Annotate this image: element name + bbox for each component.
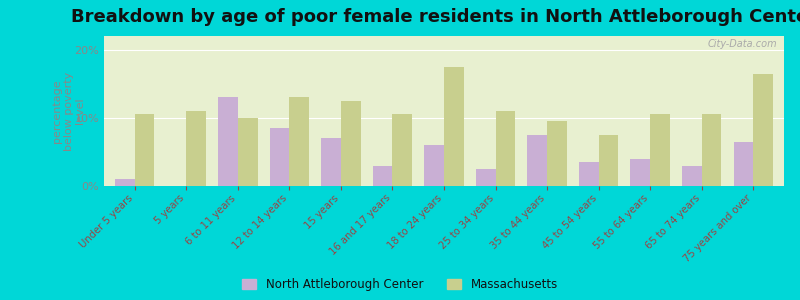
Bar [425,145,444,186]
Bar [238,118,258,186]
Bar [322,138,341,186]
Bar [753,74,773,186]
Bar [547,121,566,186]
Bar [115,179,135,186]
Bar [444,67,463,186]
Bar [218,98,238,186]
Title: Breakdown by age of poor female residents in North Attleborough Center: Breakdown by age of poor female resident… [71,8,800,26]
Bar [495,111,515,186]
Legend: North Attleborough Center, Massachusetts: North Attleborough Center, Massachusetts [242,278,558,291]
Bar [476,169,495,186]
Bar [650,114,670,186]
Bar [579,162,598,186]
Bar [135,114,154,186]
Bar [527,135,547,186]
Bar [270,128,290,186]
Bar [630,159,650,186]
Bar [702,114,721,186]
Bar [598,135,618,186]
Y-axis label: percentage
below poverty
level: percentage below poverty level [52,71,86,151]
Text: City-Data.com: City-Data.com [707,39,778,49]
Bar [186,111,206,186]
Bar [373,166,393,186]
Bar [393,114,412,186]
Bar [734,142,753,186]
Bar [290,98,309,186]
Bar [682,166,702,186]
Bar [341,101,361,186]
